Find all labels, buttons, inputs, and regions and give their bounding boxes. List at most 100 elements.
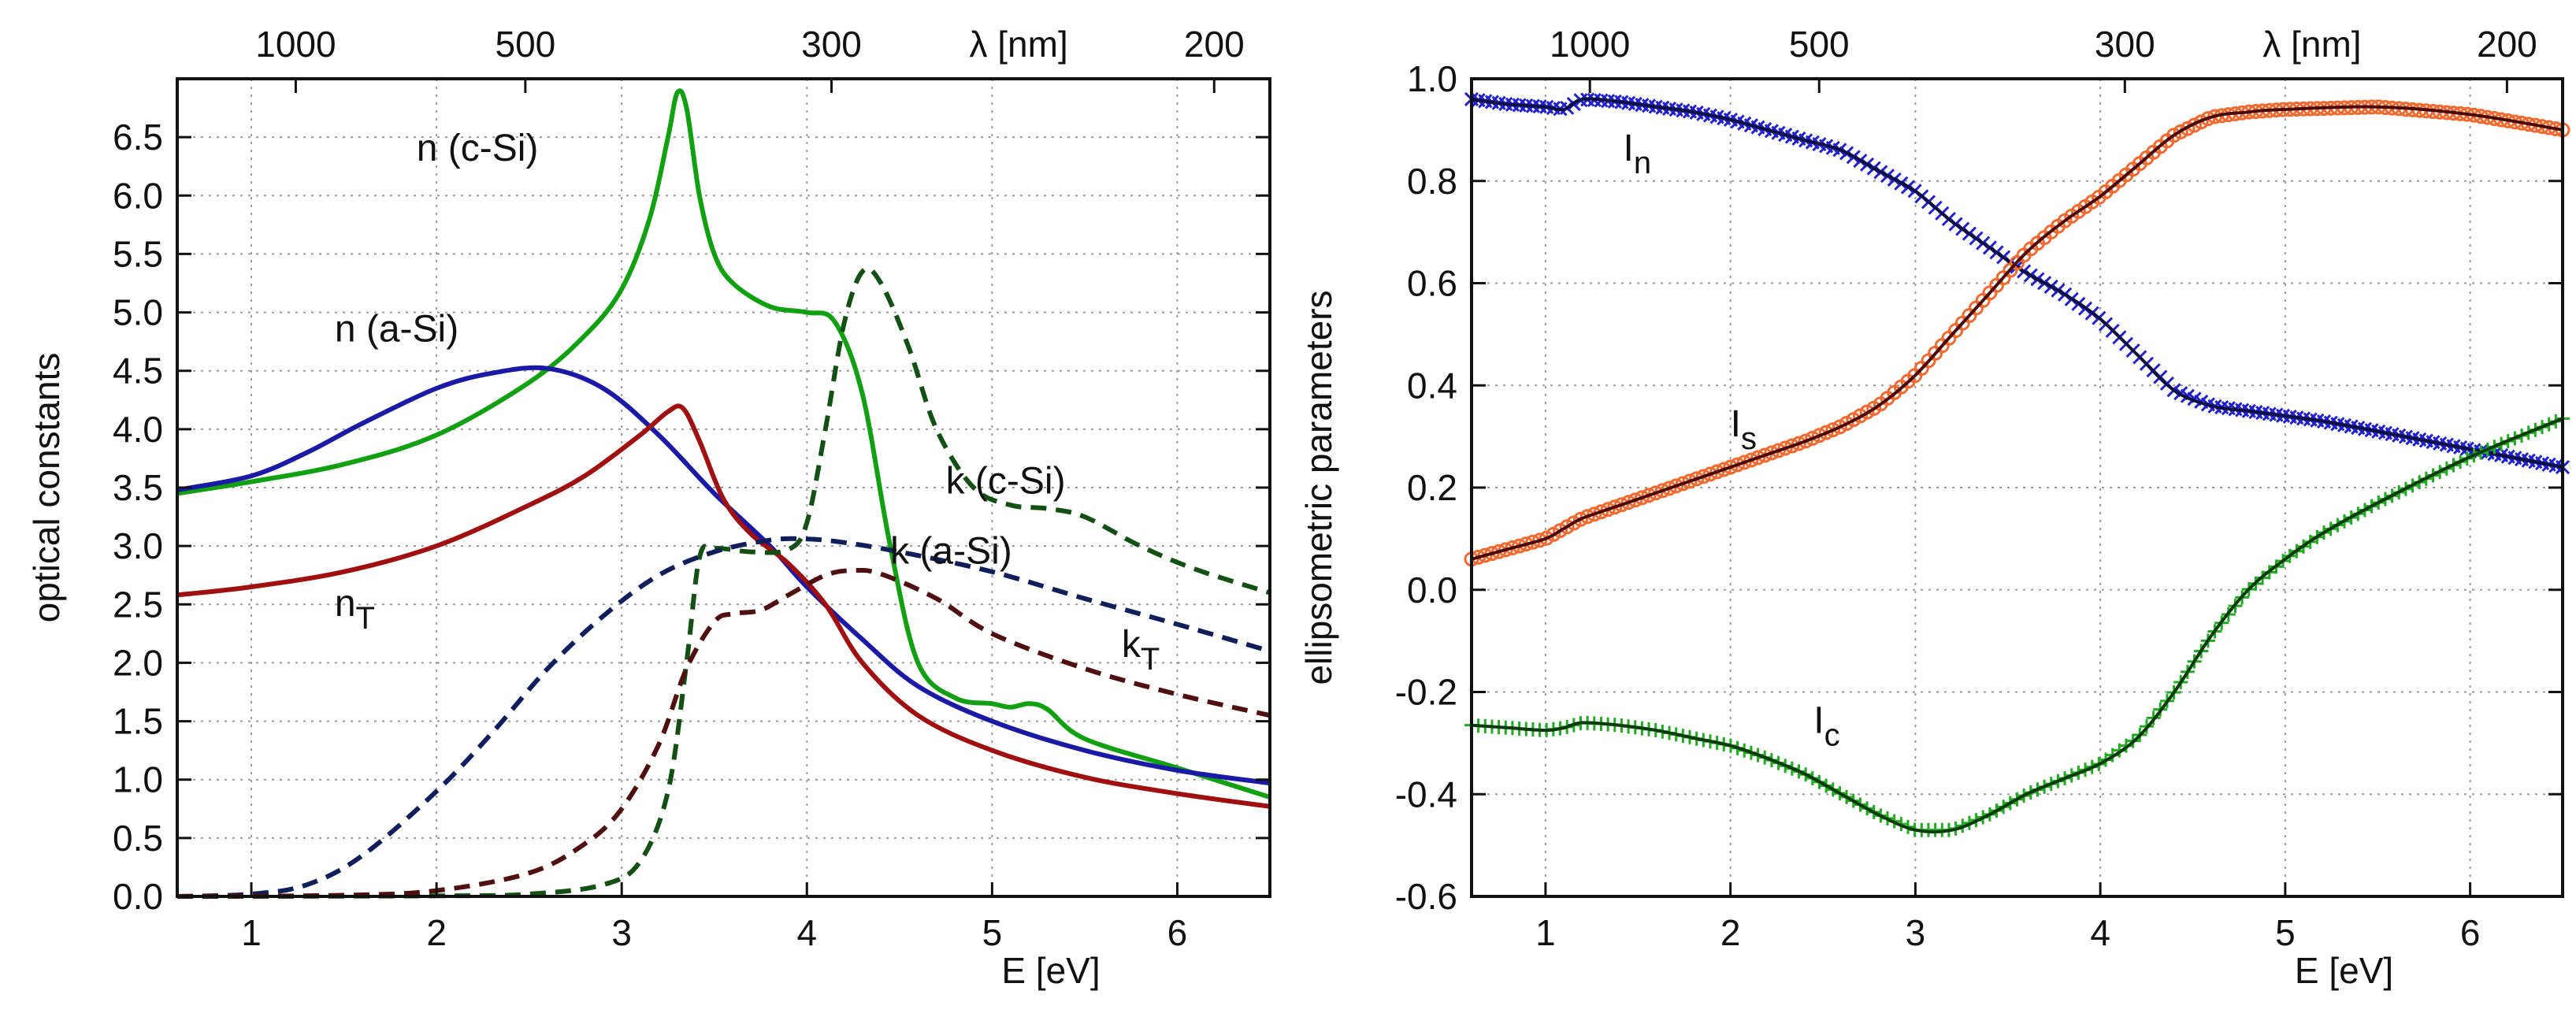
marker-i-s-24 [1628,492,1643,508]
y-tick-label-4-5: 4.5 [113,351,163,391]
series-group [1464,91,2570,837]
annotation-nt: nT [335,583,375,636]
marker-i-s-37 [1716,462,1732,477]
annotation-subscript: T [1141,642,1160,677]
marker-i-s-38 [1723,459,1739,475]
annotation-text: k (c-Si) [946,460,1066,502]
marker-i-s-16 [1573,511,1588,527]
marker-i-s-41 [1743,452,1759,468]
x-tick-label-3: 3 [611,912,632,953]
annotation-ic: Ic [1813,699,1839,752]
y-tick-label-1-0: 1.0 [113,759,163,800]
y-tick-label-0-6: -0.6 [1395,876,1457,917]
annotation-text: I [1623,128,1633,169]
x-tick-label-4: 4 [796,912,817,953]
annotation-text: k [1122,624,1141,666]
line-k-c-si [176,266,1271,899]
top-tick-label-1000: 1000 [1550,24,1630,65]
x-tick-label-1: 1 [241,912,262,953]
annotation-text: I [1731,403,1741,445]
top-axis-label: λ [nm] [2262,24,2361,65]
annotation-n-a-si: n (a-Si) [335,309,458,351]
x-axis-label: E [eV] [2295,950,2393,991]
y-tick-label-4-0: 4.0 [113,409,163,450]
y-tick-label-2-0: 2.0 [113,642,163,683]
y-tick-label-5-0: 5.0 [113,292,163,333]
top-tick-label-200: 200 [1184,24,1245,65]
y-tick-label-0-8: 0.8 [1407,161,1457,202]
x-axis-label: E [eV] [1001,950,1100,991]
fit-line-i-n [1471,97,2563,469]
y-tick-label-0-2: 0.2 [1407,467,1457,508]
marker-i-s-43 [1757,447,1772,463]
annotation-k-a-si: k (a-Si) [890,530,1012,572]
annotation-n-c-si: n (c-Si) [417,128,539,169]
marker-i-s-5 [1498,542,1513,558]
marker-i-s-34 [1695,469,1711,484]
series-i-s [1464,99,2570,567]
marker-i-s-33 [1689,471,1705,487]
marker-i-s-17 [1579,509,1595,525]
line-k-t [176,568,1271,899]
line-n-a-si [176,365,1271,786]
marker-i-s-53 [1825,422,1841,438]
y-tick-label-0-4: -0.4 [1395,774,1457,814]
x-tick-label-4: 4 [2090,912,2110,953]
series-n-t [176,403,1271,809]
y-tick-label-0-4: 0.4 [1407,365,1457,406]
x-tick-label-6: 6 [1167,912,1188,953]
y-tick-label-6-5: 6.5 [113,117,163,158]
top-tick-label-200: 200 [2477,24,2537,65]
x-tick-label-3: 3 [1906,912,1926,953]
marker-i-s-23 [1620,495,1636,510]
marker-i-s-39 [1730,457,1746,473]
y-tick-label-0-5: 0.5 [113,818,163,859]
annotation-subscript: s [1741,421,1757,456]
fit-line-i-s [1471,105,2563,561]
tick-labels: 1 2 3 4 5 6 -0.6 -0.4 -0.2 0.0 0.2 0.4 0.6 0.8 1.0 1000… [1395,24,2563,953]
series-k-t [176,568,1271,899]
x-tick-label-2: 2 [426,912,447,953]
marker-i-s-46 [1777,440,1793,456]
top-tick-label-500: 500 [1789,24,1850,65]
marker-i-s-47 [1784,438,1800,454]
annotation-subscript: T [356,601,375,636]
marker-i-s-35 [1702,466,1718,482]
line-n-t [176,403,1271,809]
marker-i-s-22 [1613,497,1629,513]
y-tick-label-3-5: 3.5 [113,467,163,508]
annotation-text: k (a-Si) [890,530,1012,572]
x-tick-label-5: 5 [2275,912,2296,953]
series-n-a-si [176,365,1271,786]
marker-i-s-49 [1798,433,1813,449]
marker-i-s-19 [1593,504,1609,520]
marker-i-s-45 [1771,443,1787,458]
marker-i-s-10 [1532,532,1548,548]
annotation-in: In [1623,128,1651,180]
y-tick-label-6-0: 6.0 [113,175,163,216]
marker-i-s-51 [1811,428,1827,443]
y-tick-label-5-5: 5.5 [113,233,163,274]
y-tick-label-1-0: 1.0 [1407,58,1457,99]
marker-i-s-48 [1791,436,1806,451]
marker-i-s-4 [1491,544,1507,559]
annotation-text: n (c-Si) [417,128,539,169]
marker-i-s-25 [1634,490,1650,506]
marker-i-s-3 [1484,546,1500,562]
marker-i-s-52 [1818,425,1834,440]
tick-labels: 1 2 3 4 5 6 0.0 0.5 1.0 1.5 2.0 2.5 3.0 3.5 4.0 4.5 5.0 5… [113,24,1270,953]
marker-i-s-27 [1648,485,1664,501]
line-n-c-si [176,88,1271,800]
marker-i-s-28 [1654,483,1670,499]
marker-i-s-26 [1641,488,1657,503]
series-k-c-si [176,266,1271,899]
marker-i-s-36 [1709,464,1725,480]
series-group [176,88,1271,899]
marker-i-s-20 [1600,502,1616,518]
series-k-a-si [176,536,1271,899]
annotation-subscript: c [1824,718,1840,752]
line-k-a-si [176,536,1271,899]
optical-constants-panel: 1 2 3 4 5 6 0.0 0.5 1.0 1.5 2.0 2.5 3.0 3.5 4.0 4.5 5.0 5… [26,24,1271,991]
